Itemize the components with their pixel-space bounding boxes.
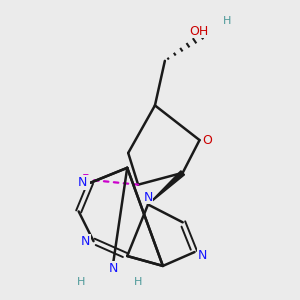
Text: F: F <box>82 173 89 186</box>
Text: H: H <box>223 16 232 26</box>
Text: O: O <box>202 134 212 147</box>
Text: H: H <box>134 277 142 287</box>
Text: N: N <box>77 176 87 189</box>
Text: OH: OH <box>189 25 208 38</box>
Text: N: N <box>80 235 90 248</box>
Text: N: N <box>198 248 208 262</box>
Polygon shape <box>148 171 184 205</box>
Text: N: N <box>109 262 118 275</box>
Text: H: H <box>76 277 85 287</box>
Text: N: N <box>143 190 153 204</box>
